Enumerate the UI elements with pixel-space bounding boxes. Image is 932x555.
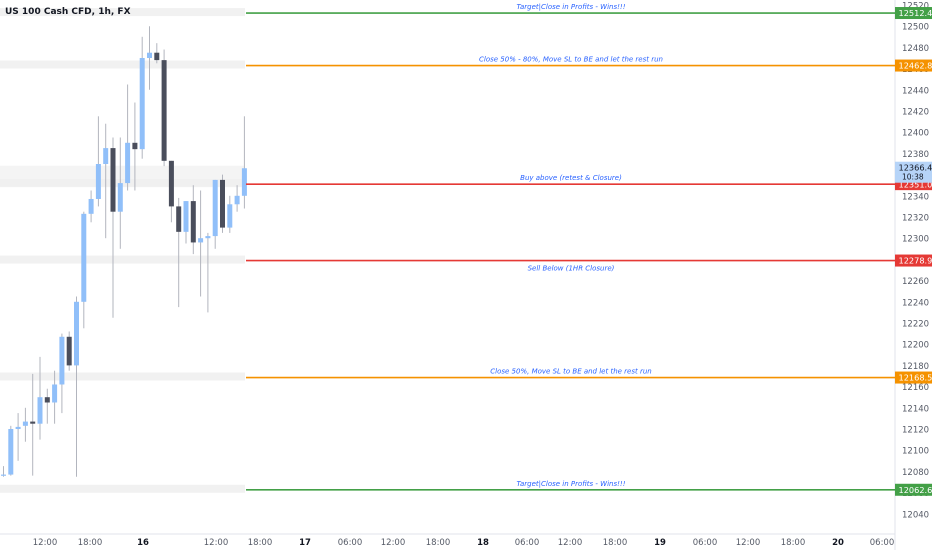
candle-body[interactable] xyxy=(191,201,196,242)
y-tick-label: 12040 xyxy=(902,510,929,520)
y-tick-label: 12240 xyxy=(902,298,929,308)
candle-body[interactable] xyxy=(74,302,79,366)
candle-body[interactable] xyxy=(154,53,159,60)
x-tick-label: 16 xyxy=(137,538,149,548)
current-price-label: 12366.49 xyxy=(899,163,932,173)
x-tick-label: 12:00 xyxy=(33,538,58,548)
price-tag-label: 12462.88 xyxy=(899,61,932,71)
y-tick-label: 12480 xyxy=(902,44,929,54)
y-tick-label: 12080 xyxy=(902,468,929,478)
price-tag-label: 12512.43 xyxy=(899,8,932,18)
x-tick-label: 06:00 xyxy=(515,538,540,548)
candle-body[interactable] xyxy=(162,60,167,161)
candle-body[interactable] xyxy=(111,148,116,212)
candle-body[interactable] xyxy=(198,238,203,242)
candle-body[interactable] xyxy=(38,397,43,424)
x-tick-label: 06:00 xyxy=(870,538,895,548)
price-tag-label: 12062.67 xyxy=(899,485,932,495)
x-tick-label: 18:00 xyxy=(781,538,806,548)
candle-body[interactable] xyxy=(220,180,225,228)
x-tick-label: 19 xyxy=(654,538,666,548)
level-annotation: Sell Below (1HR Closure) xyxy=(528,265,615,273)
price-tag-label: 12168.54 xyxy=(899,373,932,383)
level-annotation: Close 50% - 80%, Move SL to BE and let t… xyxy=(479,56,663,64)
level-annotation: Target|Close in Profits - Wins!!! xyxy=(516,480,625,488)
candle-body[interactable] xyxy=(227,204,232,227)
candle-body[interactable] xyxy=(140,58,145,149)
x-tick-label: 18:00 xyxy=(603,538,628,548)
candle-body[interactable] xyxy=(213,180,218,236)
x-tick-label: 12:00 xyxy=(204,538,229,548)
candle-body[interactable] xyxy=(67,337,72,366)
x-tick-label: 12:00 xyxy=(381,538,406,548)
candle-body[interactable] xyxy=(103,148,108,164)
level-annotation: Close 50%, Move SL to BE and let the res… xyxy=(490,368,651,376)
x-tick-label: 18 xyxy=(477,538,489,548)
candle-body[interactable] xyxy=(16,427,21,429)
level-zone xyxy=(0,61,245,69)
x-tick-label: 18:00 xyxy=(78,538,103,548)
candle-body[interactable] xyxy=(45,397,50,402)
x-tick-label: 17 xyxy=(299,538,311,548)
y-tick-label: 12260 xyxy=(902,277,929,287)
y-tick-label: 12380 xyxy=(902,150,929,160)
x-tick-label: 06:00 xyxy=(693,538,718,548)
candle-body[interactable] xyxy=(8,429,13,475)
level-zone xyxy=(0,373,245,381)
candle-body[interactable] xyxy=(176,206,181,231)
x-tick-label: 12:00 xyxy=(736,538,761,548)
candle-body[interactable] xyxy=(205,236,210,238)
x-tick-label: 18:00 xyxy=(248,538,273,548)
candle-body[interactable] xyxy=(96,164,101,199)
level-zone xyxy=(0,485,245,493)
candle-body[interactable] xyxy=(242,168,247,196)
y-tick-label: 12100 xyxy=(902,447,929,457)
candle-body[interactable] xyxy=(147,53,152,58)
candle-body[interactable] xyxy=(184,201,189,232)
candle-body[interactable] xyxy=(1,475,6,476)
candle-body[interactable] xyxy=(235,196,240,204)
y-tick-label: 12500 xyxy=(902,23,929,33)
y-tick-label: 12220 xyxy=(902,320,929,330)
candle-body[interactable] xyxy=(23,422,28,426)
candle-countdown: 10:38 xyxy=(902,173,924,182)
y-tick-label: 12140 xyxy=(902,404,929,414)
y-tick-label: 12120 xyxy=(902,426,929,436)
x-tick-label: 20 xyxy=(832,538,844,548)
y-tick-label: 12340 xyxy=(902,192,929,202)
symbol-title: US 100 Cash CFD, 1h, FX xyxy=(5,7,131,17)
candle-body[interactable] xyxy=(132,143,137,149)
candle-body[interactable] xyxy=(81,214,86,302)
y-tick-label: 12320 xyxy=(902,214,929,224)
y-tick-label: 12300 xyxy=(902,235,929,245)
candle-body[interactable] xyxy=(59,337,64,385)
candle-body[interactable] xyxy=(169,161,174,207)
candle-body[interactable] xyxy=(89,199,94,214)
candle-body[interactable] xyxy=(30,422,35,424)
x-tick-label: 18:00 xyxy=(426,538,451,548)
x-tick-label: 12:00 xyxy=(558,538,583,548)
candle-body[interactable] xyxy=(52,384,57,402)
level-annotation: Target|Close in Profits - Wins!!! xyxy=(516,3,625,11)
price-tag-label: 12278.92 xyxy=(899,256,932,266)
candle-body[interactable] xyxy=(125,143,130,183)
x-tick-label: 06:00 xyxy=(338,538,363,548)
entry-zone xyxy=(0,166,245,186)
level-annotation: Buy above (retest & Closure) xyxy=(520,174,622,182)
y-tick-label: 12420 xyxy=(902,108,929,118)
y-tick-label: 12440 xyxy=(902,86,929,96)
y-tick-label: 12400 xyxy=(902,129,929,139)
y-tick-label: 12200 xyxy=(902,341,929,351)
y-tick-label: 12180 xyxy=(902,362,929,372)
y-tick-label: 12160 xyxy=(902,383,929,393)
candle-body[interactable] xyxy=(118,183,123,212)
